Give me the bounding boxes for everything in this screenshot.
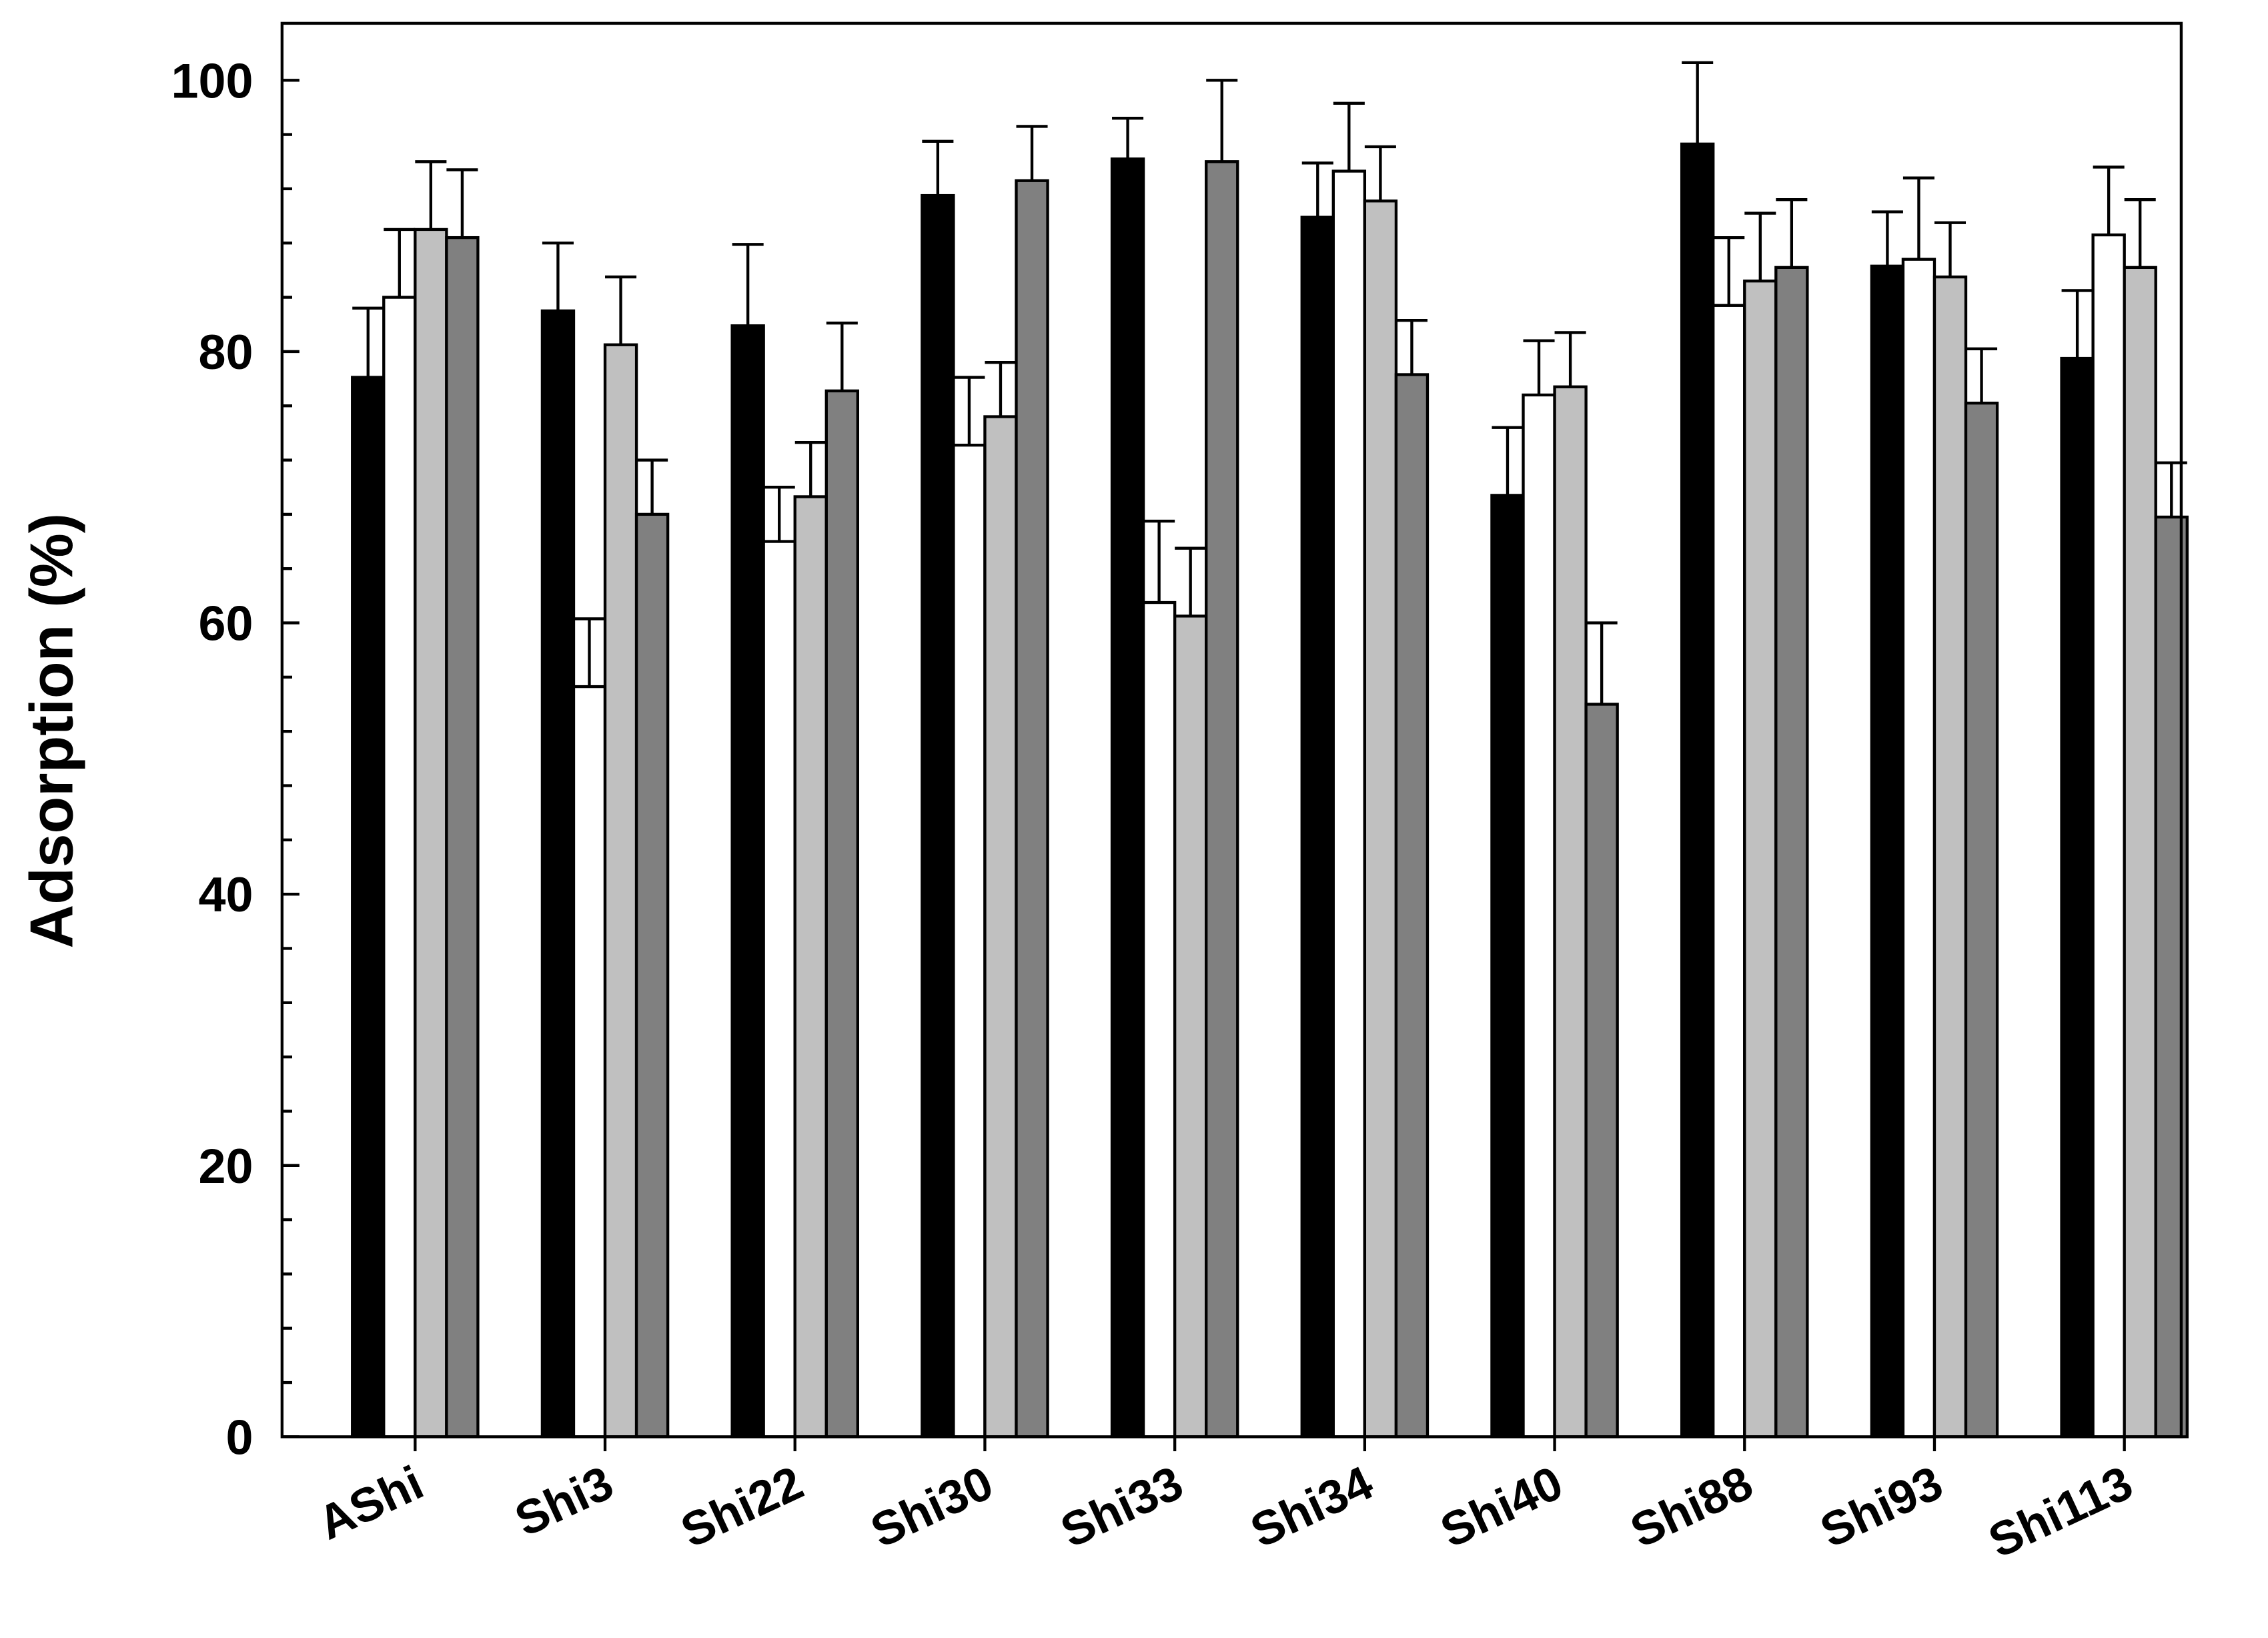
error-bar [1871,210,1903,266]
error-bar [985,361,1017,417]
error-bar [573,617,606,687]
error-bar [1395,318,1428,375]
bar [1522,393,1556,1439]
x-tick-label: Shi88 [1623,1456,1761,1558]
bar [1964,401,1999,1439]
bar [762,540,796,1439]
error-bar [446,168,478,238]
bar [572,685,607,1439]
bar [445,236,480,1439]
bar [1173,615,1208,1439]
error-bar [636,458,668,514]
bar [1743,280,1778,1439]
x-tick-label: Shi30 [863,1456,1001,1558]
x-tick-label: Shi40 [1433,1456,1571,1558]
bar [1680,142,1715,1439]
y-tick-label: 80 [198,324,253,380]
bar [351,376,386,1439]
error-bar [1902,176,1934,260]
bar [1363,199,1398,1439]
error-bar [1364,145,1396,201]
bar [1015,179,1049,1439]
bar [952,444,987,1439]
error-bar [1554,331,1586,387]
error-bar [542,242,574,311]
error-bar [384,228,416,298]
bar [1584,703,1619,1439]
error-bar [1301,161,1333,218]
error-bar [1744,212,1776,282]
y-tick-label: 20 [198,1138,253,1194]
error-bar [1206,79,1238,162]
bar [1490,494,1525,1439]
error-bar [1175,546,1207,617]
bar [1870,264,1905,1439]
bar [1394,373,1430,1439]
x-tick-label: Shi34 [1243,1456,1381,1558]
error-bar [1966,347,1998,404]
y-axis-label: Adsorption (%) [18,513,85,949]
x-tick-label: Shi3 [507,1456,621,1547]
bar [1300,216,1335,1439]
bar [983,415,1018,1439]
bar [1774,266,1809,1439]
bar [634,512,670,1439]
y-tick-label: 100 [171,53,253,108]
y-tick-label: 40 [198,867,253,922]
y-tick-label: 60 [198,596,253,651]
error-bar [826,322,858,391]
error-bar [1112,117,1144,159]
error-bar [1523,339,1555,395]
bar [2091,233,2126,1439]
error-bar [794,440,826,497]
bar [540,309,576,1439]
error-bar [415,160,447,230]
bar [1901,258,1936,1439]
bar [2123,266,2157,1439]
bar [1205,160,1239,1439]
error-bar [1682,61,1714,144]
x-tick-label: Shi22 [673,1456,811,1558]
error-bar [352,306,384,378]
x-tick-label: AShi [310,1456,432,1550]
bar [730,324,765,1439]
bar [414,228,448,1439]
bar [2060,356,2095,1439]
error-bar [763,486,795,542]
y-tick-label: 0 [225,1409,253,1465]
error-bar [953,376,985,446]
x-tick-label: Shi93 [1812,1456,1950,1558]
error-bar [605,275,637,345]
x-tick-label: Shi113 [1980,1456,2140,1568]
bar [793,495,828,1439]
error-bar [2061,289,2093,359]
error-bar [1934,221,1966,278]
x-tick-label: Shi33 [1053,1456,1191,1558]
error-bar [1333,101,1365,171]
error-bar [2124,198,2156,268]
error-bar [922,139,954,196]
error-bar [1776,198,1808,268]
error-bar [1143,519,1175,603]
bar [1553,385,1588,1439]
bar [1331,169,1367,1439]
error-bar [732,243,764,326]
error-bar [2093,165,2125,236]
bar [1712,304,1746,1439]
plot-frame [280,21,2183,1439]
bar [921,193,955,1439]
error-bar [1016,125,1048,181]
bar [1110,157,1145,1439]
error-bar [1713,236,1745,306]
bar [382,296,417,1439]
error-bar [1586,621,1618,705]
bar [1932,275,1968,1439]
error-bar [1492,426,1524,496]
bar [1141,600,1177,1439]
bar [824,389,860,1439]
bar [603,343,638,1439]
